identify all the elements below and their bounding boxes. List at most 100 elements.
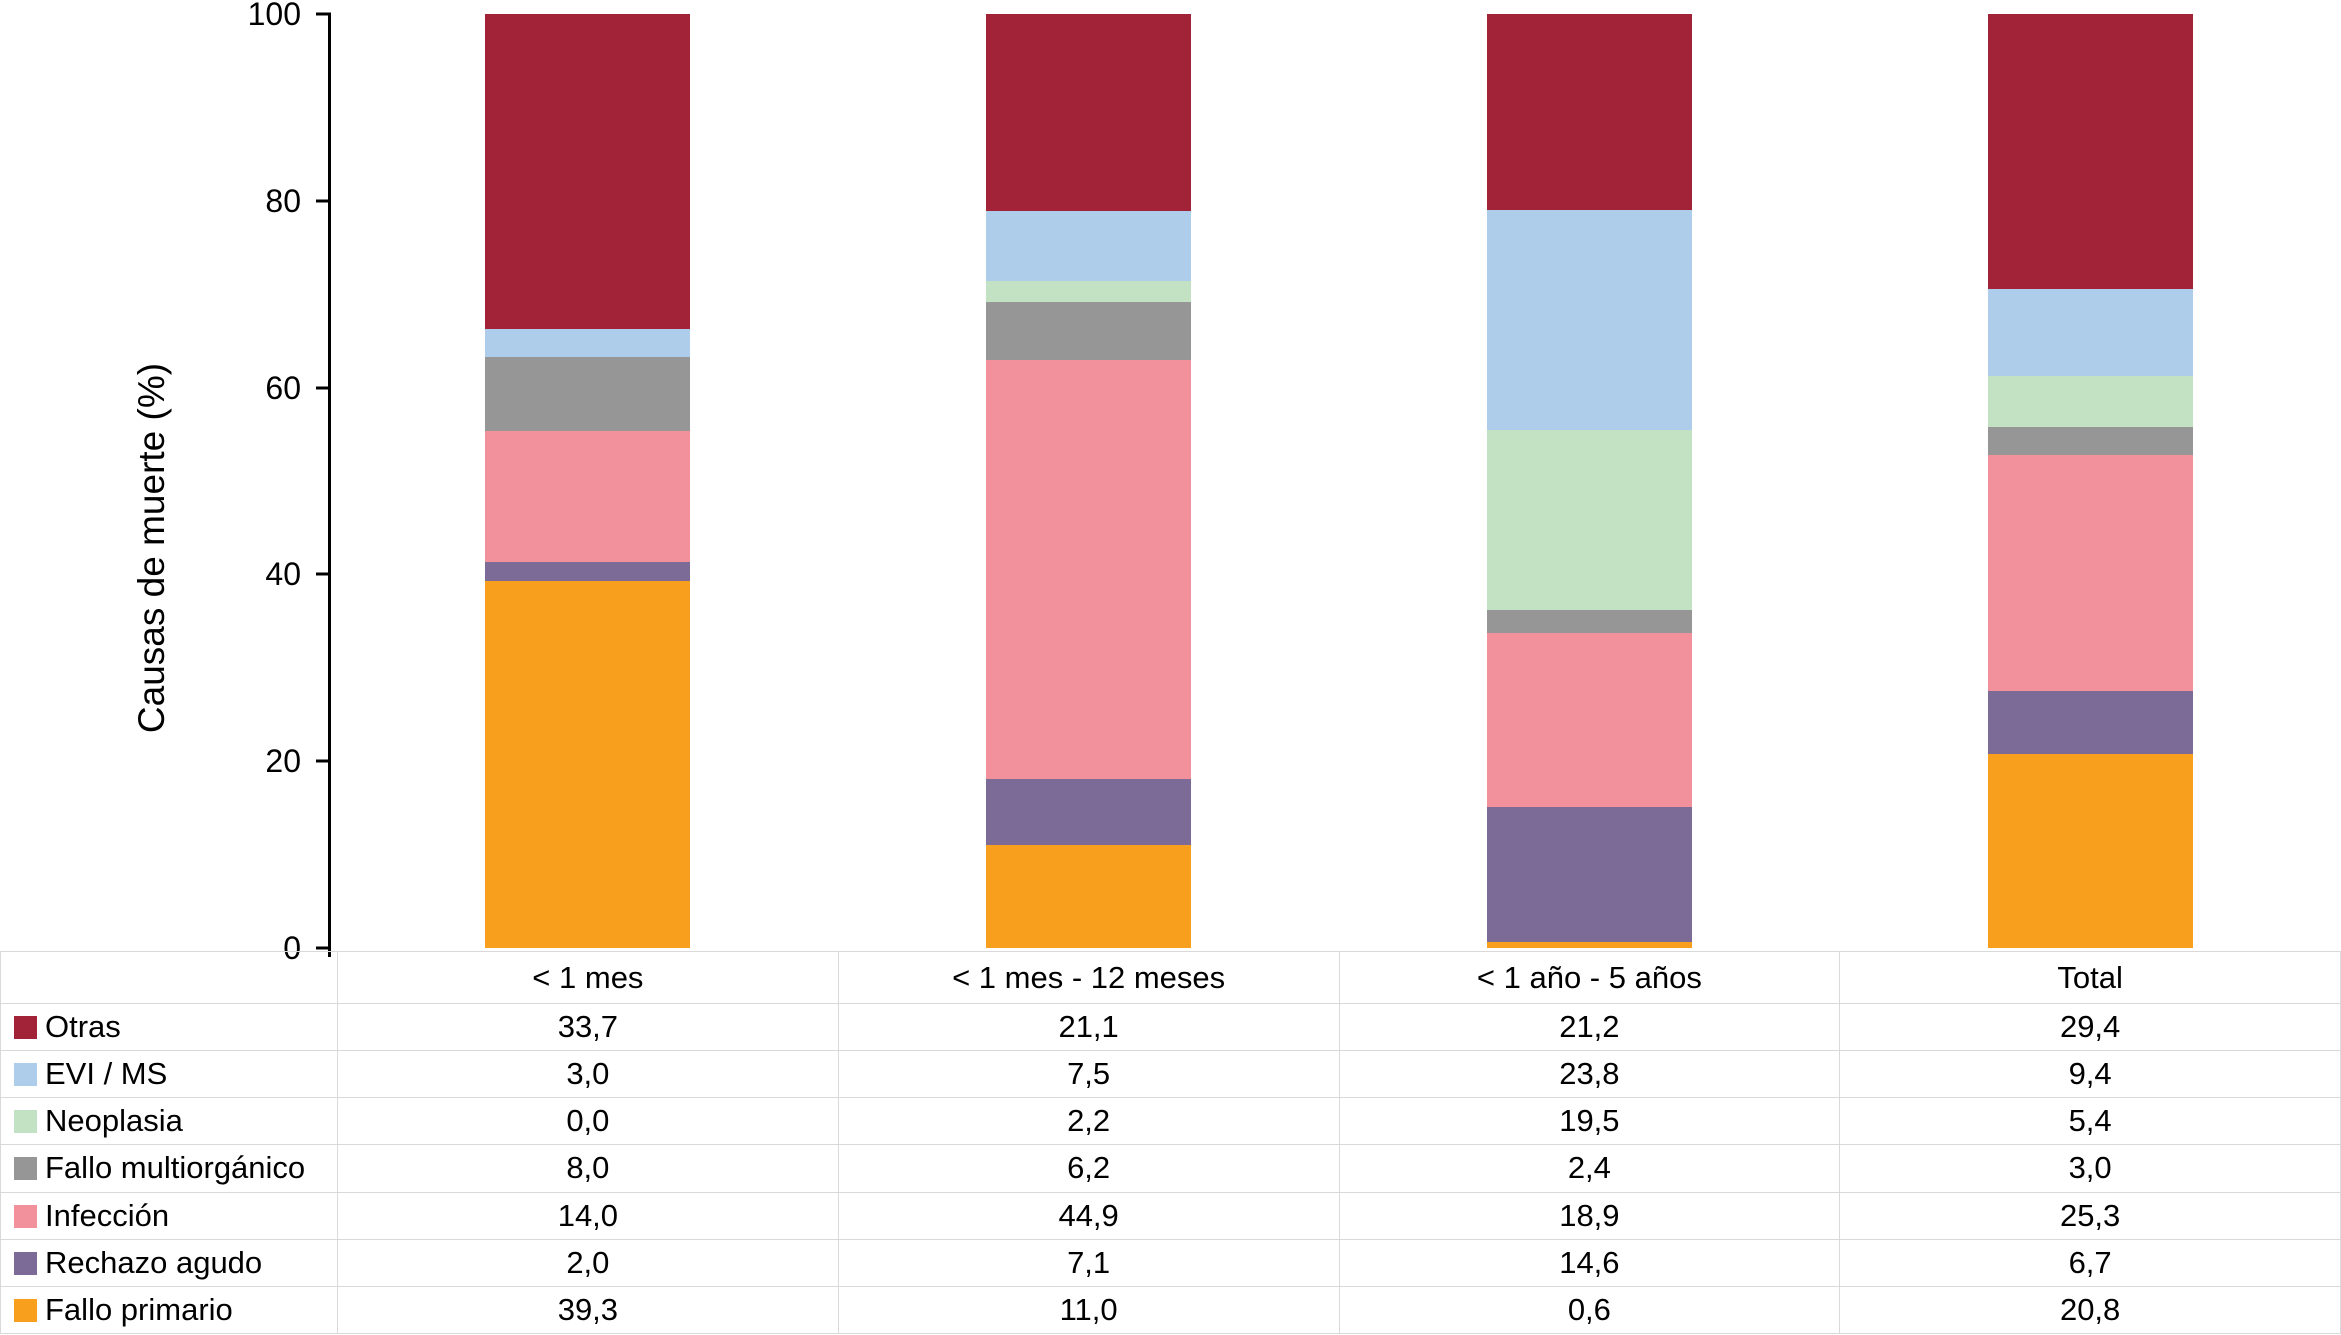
bar-segment	[986, 14, 1191, 212]
table-row: Rechazo agudo 2,0 7,1 14,6 6,7	[0, 1238, 2341, 1287]
y-axis: 0 20 40 60 80 100	[0, 0, 331, 964]
value-cell: 19,5	[1338, 1097, 1841, 1146]
value-cell: 14,6	[1338, 1238, 1841, 1287]
value-cell: 21,2	[1338, 1002, 1841, 1052]
value-cell: 7,5	[837, 1050, 1340, 1099]
row-label-cell: EVI / MS	[0, 1050, 338, 1099]
bar-segment	[485, 356, 690, 432]
value-cell: 6,2	[837, 1144, 1340, 1193]
y-tick-mark	[316, 12, 331, 16]
row-label-cell: Rechazo agudo	[0, 1238, 338, 1287]
value-cell: 23,8	[1338, 1050, 1841, 1099]
legend-swatch-icon	[14, 1204, 37, 1228]
table-row: Otras 33,7 21,1 21,2 29,4	[0, 1002, 2341, 1052]
value-cell: 5,4	[1839, 1097, 2341, 1146]
bar-segment	[1487, 807, 1692, 943]
table-row: Neoplasia 0,0 2,2 19,5 5,4	[0, 1097, 2341, 1146]
bar-segment	[1988, 376, 2193, 427]
y-tick-label: 100	[247, 0, 301, 32]
y-axis-line	[328, 14, 331, 958]
bars-area	[337, 14, 2341, 948]
y-tick-mark	[316, 946, 331, 950]
y-tick-mark	[316, 572, 331, 576]
value-cell: 2,2	[837, 1097, 1340, 1146]
value-cell: 11,0	[837, 1285, 1340, 1335]
legend-swatch-icon	[14, 1110, 37, 1134]
bar-segment	[986, 281, 1191, 302]
bar-segment	[1487, 430, 1692, 611]
data-table-body: < 1 mes < 1 mes - 12 meses < 1 año - 5 año…	[0, 951, 2341, 1335]
y-tick-mark	[316, 199, 331, 203]
value-cell: 3,0	[337, 1050, 839, 1099]
value-cell: 2,0	[337, 1238, 839, 1287]
y-tick-mark	[316, 759, 331, 763]
bar-segment	[1988, 288, 2193, 377]
row-label-cell: Otras	[0, 1002, 338, 1052]
legend-swatch-icon	[14, 1016, 37, 1040]
bar-segment	[986, 778, 1191, 846]
bar-segment	[485, 14, 690, 329]
y-tick-label: 20	[265, 743, 301, 780]
row-label: Fallo primario	[45, 1291, 233, 1327]
row-label: Infección	[45, 1197, 170, 1233]
value-cell: 8,0	[337, 1144, 839, 1193]
value-cell: 9,4	[1839, 1050, 2341, 1099]
value-cell: 0,6	[1338, 1285, 1841, 1335]
legend-swatch-icon	[14, 1063, 37, 1087]
bar-segment	[986, 359, 1191, 779]
value-cell: 29,4	[1839, 1002, 2341, 1052]
row-label: EVI / MS	[45, 1056, 168, 1092]
bar-segment	[1487, 942, 1692, 948]
value-cell: 21,1	[837, 1002, 1340, 1052]
bar-column	[838, 14, 1339, 948]
y-tick-mark	[316, 386, 331, 390]
bar-segment	[1988, 14, 2193, 289]
bar-segment	[1988, 691, 2193, 754]
value-cell: 33,7	[337, 1002, 839, 1052]
value-cell: 14,0	[337, 1191, 839, 1240]
category-header: Total	[1839, 951, 2341, 1004]
row-label-cell: Fallo primario	[0, 1285, 338, 1335]
value-cell: 18,9	[1338, 1191, 1841, 1240]
legend-swatch-icon	[14, 1157, 37, 1181]
data-table: < 1 mes < 1 mes - 12 meses < 1 año - 5 año…	[0, 951, 2341, 1335]
legend-swatch-icon	[14, 1251, 37, 1275]
value-cell: 3,0	[1839, 1144, 2341, 1193]
value-cell: 7,1	[837, 1238, 1340, 1287]
bar-segment	[485, 431, 690, 563]
value-cell: 6,7	[1839, 1238, 2341, 1287]
bar-segment	[485, 580, 690, 948]
bar-segment	[1988, 753, 2193, 948]
category-header: < 1 mes - 12 meses	[837, 951, 1340, 1004]
bar-segment	[485, 562, 690, 581]
bar-column	[337, 14, 838, 948]
bar-segment	[1487, 632, 1692, 808]
category-header: < 1 mes	[337, 951, 839, 1004]
row-label: Fallo multiorgánico	[45, 1150, 306, 1186]
y-tick-label: 60	[265, 369, 301, 406]
value-cell: 0,0	[337, 1097, 839, 1146]
value-cell: 44,9	[837, 1191, 1340, 1240]
stacked-bar	[1988, 14, 2193, 948]
value-cell: 20,8	[1839, 1285, 2341, 1335]
row-label-cell: Neoplasia	[0, 1097, 338, 1146]
bar-segment	[485, 328, 690, 357]
row-label: Rechazo agudo	[45, 1244, 263, 1280]
bar-column	[1840, 14, 2341, 948]
bar-column	[1339, 14, 1840, 948]
row-label-cell: Infección	[0, 1191, 338, 1240]
bar-segment	[1487, 610, 1692, 633]
row-label: Neoplasia	[45, 1103, 183, 1139]
bar-segment	[1487, 210, 1692, 431]
bar-segment	[1487, 14, 1692, 211]
stacked-bar	[986, 14, 1191, 948]
stacked-bar	[1487, 14, 1692, 948]
legend-swatch-icon	[14, 1298, 37, 1322]
value-cell: 2,4	[1338, 1144, 1841, 1193]
y-tick-label: 80	[265, 182, 301, 219]
value-cell: 25,3	[1839, 1191, 2341, 1240]
table-corner-cell	[0, 951, 338, 1004]
bar-segment	[1988, 426, 2193, 455]
bar-segment	[986, 301, 1191, 360]
